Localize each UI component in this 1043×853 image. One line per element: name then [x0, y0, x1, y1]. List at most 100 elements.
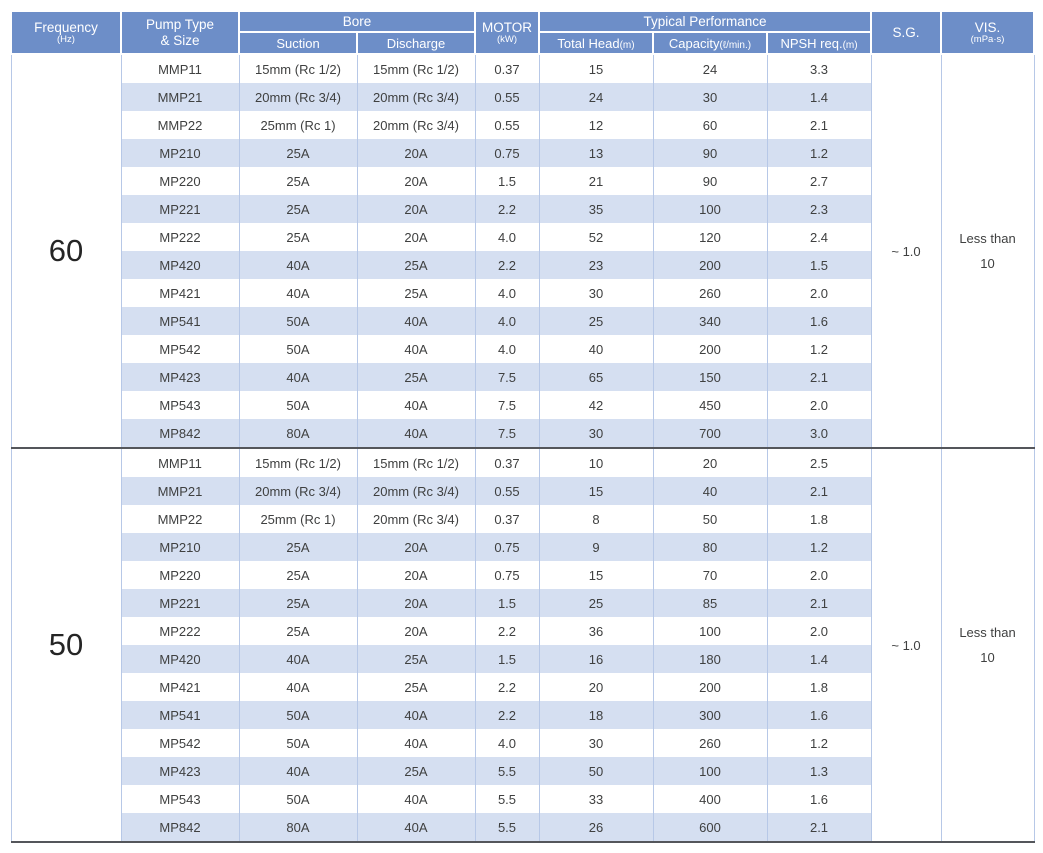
cell-bore-discharge: 20A [356, 617, 476, 645]
cell-pump-model: MP842 [120, 419, 240, 448]
cell-total-head: 24 [538, 83, 654, 111]
pump-row: MP220 25A 20A 1.5 21 90 2.7 [11, 167, 1034, 195]
pump-spec-table: Frequency (Hz) Pump Type & Size Bore MOT… [10, 10, 1036, 843]
cell-capacity: 180 [652, 645, 768, 673]
motor-header-unit: (kW) [496, 34, 518, 46]
cell-pump-model: MP420 [120, 251, 240, 279]
cell-pump-model: MP421 [120, 673, 240, 701]
total-head-label: Total Head [557, 35, 620, 51]
cell-motor-kw: 4.0 [474, 279, 540, 307]
pump-row: MP423 40A 25A 7.5 65 150 2.1 [11, 363, 1034, 391]
cell-bore-discharge: 40A [356, 701, 476, 729]
cell-npsh-req: 2.7 [766, 167, 872, 195]
cell-pump-model: MP210 [120, 139, 240, 167]
vis-line: 10 [980, 255, 995, 271]
cell-motor-kw: 7.5 [474, 363, 540, 391]
pump-type-line1: Pump Type [145, 16, 215, 32]
cell-motor-kw: 0.75 [474, 139, 540, 167]
cell-total-head: 30 [538, 419, 654, 448]
cell-npsh-req: 2.4 [766, 223, 872, 251]
cell-bore-suction: 50A [238, 701, 358, 729]
vis-header-label: VIS. [974, 19, 1001, 35]
cell-npsh-req: 2.0 [766, 279, 872, 307]
cell-npsh-req: 2.5 [766, 448, 872, 477]
cell-total-head: 9 [538, 533, 654, 561]
cell-npsh-req: 2.3 [766, 195, 872, 223]
cell-capacity: 260 [652, 729, 768, 757]
motor-header-label: MOTOR [482, 19, 532, 35]
pump-row: 50 MMP11 15mm (Rc 1/2) 15mm (Rc 1/2) 0.37 10 2… [11, 448, 1035, 842]
pump-row: MMP22 25mm (Rc 1) 20mm (Rc 3/4) 0.37 8 50 1.8 [11, 505, 1034, 533]
cell-npsh-req: 1.6 [766, 701, 872, 729]
capacity-label: Capacity [668, 35, 720, 51]
cell-capacity: 20 [652, 448, 768, 477]
col-header-total-head: Total Head(m) [538, 31, 654, 55]
cell-bore-discharge: 25A [356, 645, 476, 673]
cell-capacity: 340 [652, 307, 768, 335]
cell-bore-suction: 50A [238, 785, 358, 813]
cell-motor-kw: 0.75 [474, 533, 540, 561]
pump-row: 60 MMP11 15mm (Rc 1/2) 15mm (Rc 1/2) 0.37 15 2… [11, 54, 1035, 448]
cell-capacity: 450 [652, 391, 768, 419]
cell-total-head: 15 [538, 477, 654, 505]
cell-motor-kw: 2.2 [474, 251, 540, 279]
cell-total-head: 18 [538, 701, 654, 729]
pump-row: MP421 40A 25A 2.2 20 200 1.8 [11, 673, 1034, 701]
cell-bore-suction: 20mm (Rc 3/4) [238, 477, 358, 505]
cell-bore-suction: 25mm (Rc 1) [238, 505, 358, 533]
pump-row: MP542 50A 40A 4.0 30 260 1.2 [11, 729, 1034, 757]
cell-bore-discharge: 20mm (Rc 3/4) [356, 505, 476, 533]
cell-bore-discharge: 40A [356, 419, 476, 448]
cell-npsh-req: 1.6 [766, 307, 872, 335]
cell-bore-discharge: 20A [356, 223, 476, 251]
cell-npsh-req: 2.0 [766, 617, 872, 645]
frequency-section-60hz: 60 MMP11 15mm (Rc 1/2) 15mm (Rc 1/2) 0.37 15 2… [11, 54, 1035, 448]
cell-motor-kw: 1.5 [474, 589, 540, 617]
cell-pump-model: MMP22 [120, 111, 240, 139]
col-header-npsh: NPSH req.(m) [765, 31, 873, 55]
cell-capacity: 600 [652, 813, 768, 842]
cell-bore-suction: 25A [238, 223, 358, 251]
cell-total-head: 10 [538, 448, 654, 477]
cell-npsh-req: 2.1 [766, 363, 872, 391]
cell-bore-discharge: 40A [356, 335, 476, 363]
pump-row: MP210 25A 20A 0.75 13 90 1.2 [11, 139, 1034, 167]
cell-npsh-req: 1.4 [766, 83, 872, 111]
pump-row: MMP21 20mm (Rc 3/4) 20mm (Rc 3/4) 0.55 15 40 2… [11, 477, 1034, 505]
npsh-unit: (m) [842, 39, 858, 51]
cell-npsh-req: 3.0 [766, 419, 872, 448]
cell-bore-discharge: 25A [356, 757, 476, 785]
cell-npsh-req: 1.8 [766, 673, 872, 701]
pump-row: MP842 80A 40A 5.5 26 600 2.1 [11, 813, 1034, 842]
sg-value: ~ 1.0 [870, 448, 942, 842]
cell-pump-model: MP210 [120, 533, 240, 561]
pump-row: MP210 25A 20A 0.75 9 80 1.2 [11, 533, 1034, 561]
cell-total-head: 13 [538, 139, 654, 167]
cell-npsh-req: 2.0 [766, 391, 872, 419]
cell-capacity: 200 [652, 251, 768, 279]
cell-capacity: 260 [652, 279, 768, 307]
cell-motor-kw: 0.75 [474, 561, 540, 589]
cell-capacity: 400 [652, 785, 768, 813]
cell-motor-kw: 0.55 [474, 111, 540, 139]
pump-row: MP421 40A 25A 4.0 30 260 2.0 [11, 279, 1034, 307]
cell-bore-suction: 40A [238, 251, 358, 279]
cell-bore-suction: 40A [238, 645, 358, 673]
cell-capacity: 90 [652, 139, 768, 167]
cell-npsh-req: 1.2 [766, 139, 872, 167]
cell-npsh-req: 1.3 [766, 757, 872, 785]
sg-value: ~ 1.0 [870, 54, 942, 448]
cell-bore-discharge: 25A [356, 363, 476, 391]
cell-bore-discharge: 40A [356, 813, 476, 842]
cell-capacity: 100 [652, 617, 768, 645]
cell-bore-suction: 25A [238, 167, 358, 195]
cell-bore-discharge: 25A [356, 673, 476, 701]
cell-motor-kw: 4.0 [474, 335, 540, 363]
cell-total-head: 52 [538, 223, 654, 251]
cell-pump-model: MMP11 [120, 448, 240, 477]
col-header-pump-type: Pump Type & Size [120, 10, 240, 55]
cell-bore-discharge: 40A [356, 307, 476, 335]
pump-row: MP423 40A 25A 5.5 50 100 1.3 [11, 757, 1034, 785]
col-header-vis: VIS. (mPa·s) [940, 10, 1036, 55]
cell-npsh-req: 1.4 [766, 645, 872, 673]
